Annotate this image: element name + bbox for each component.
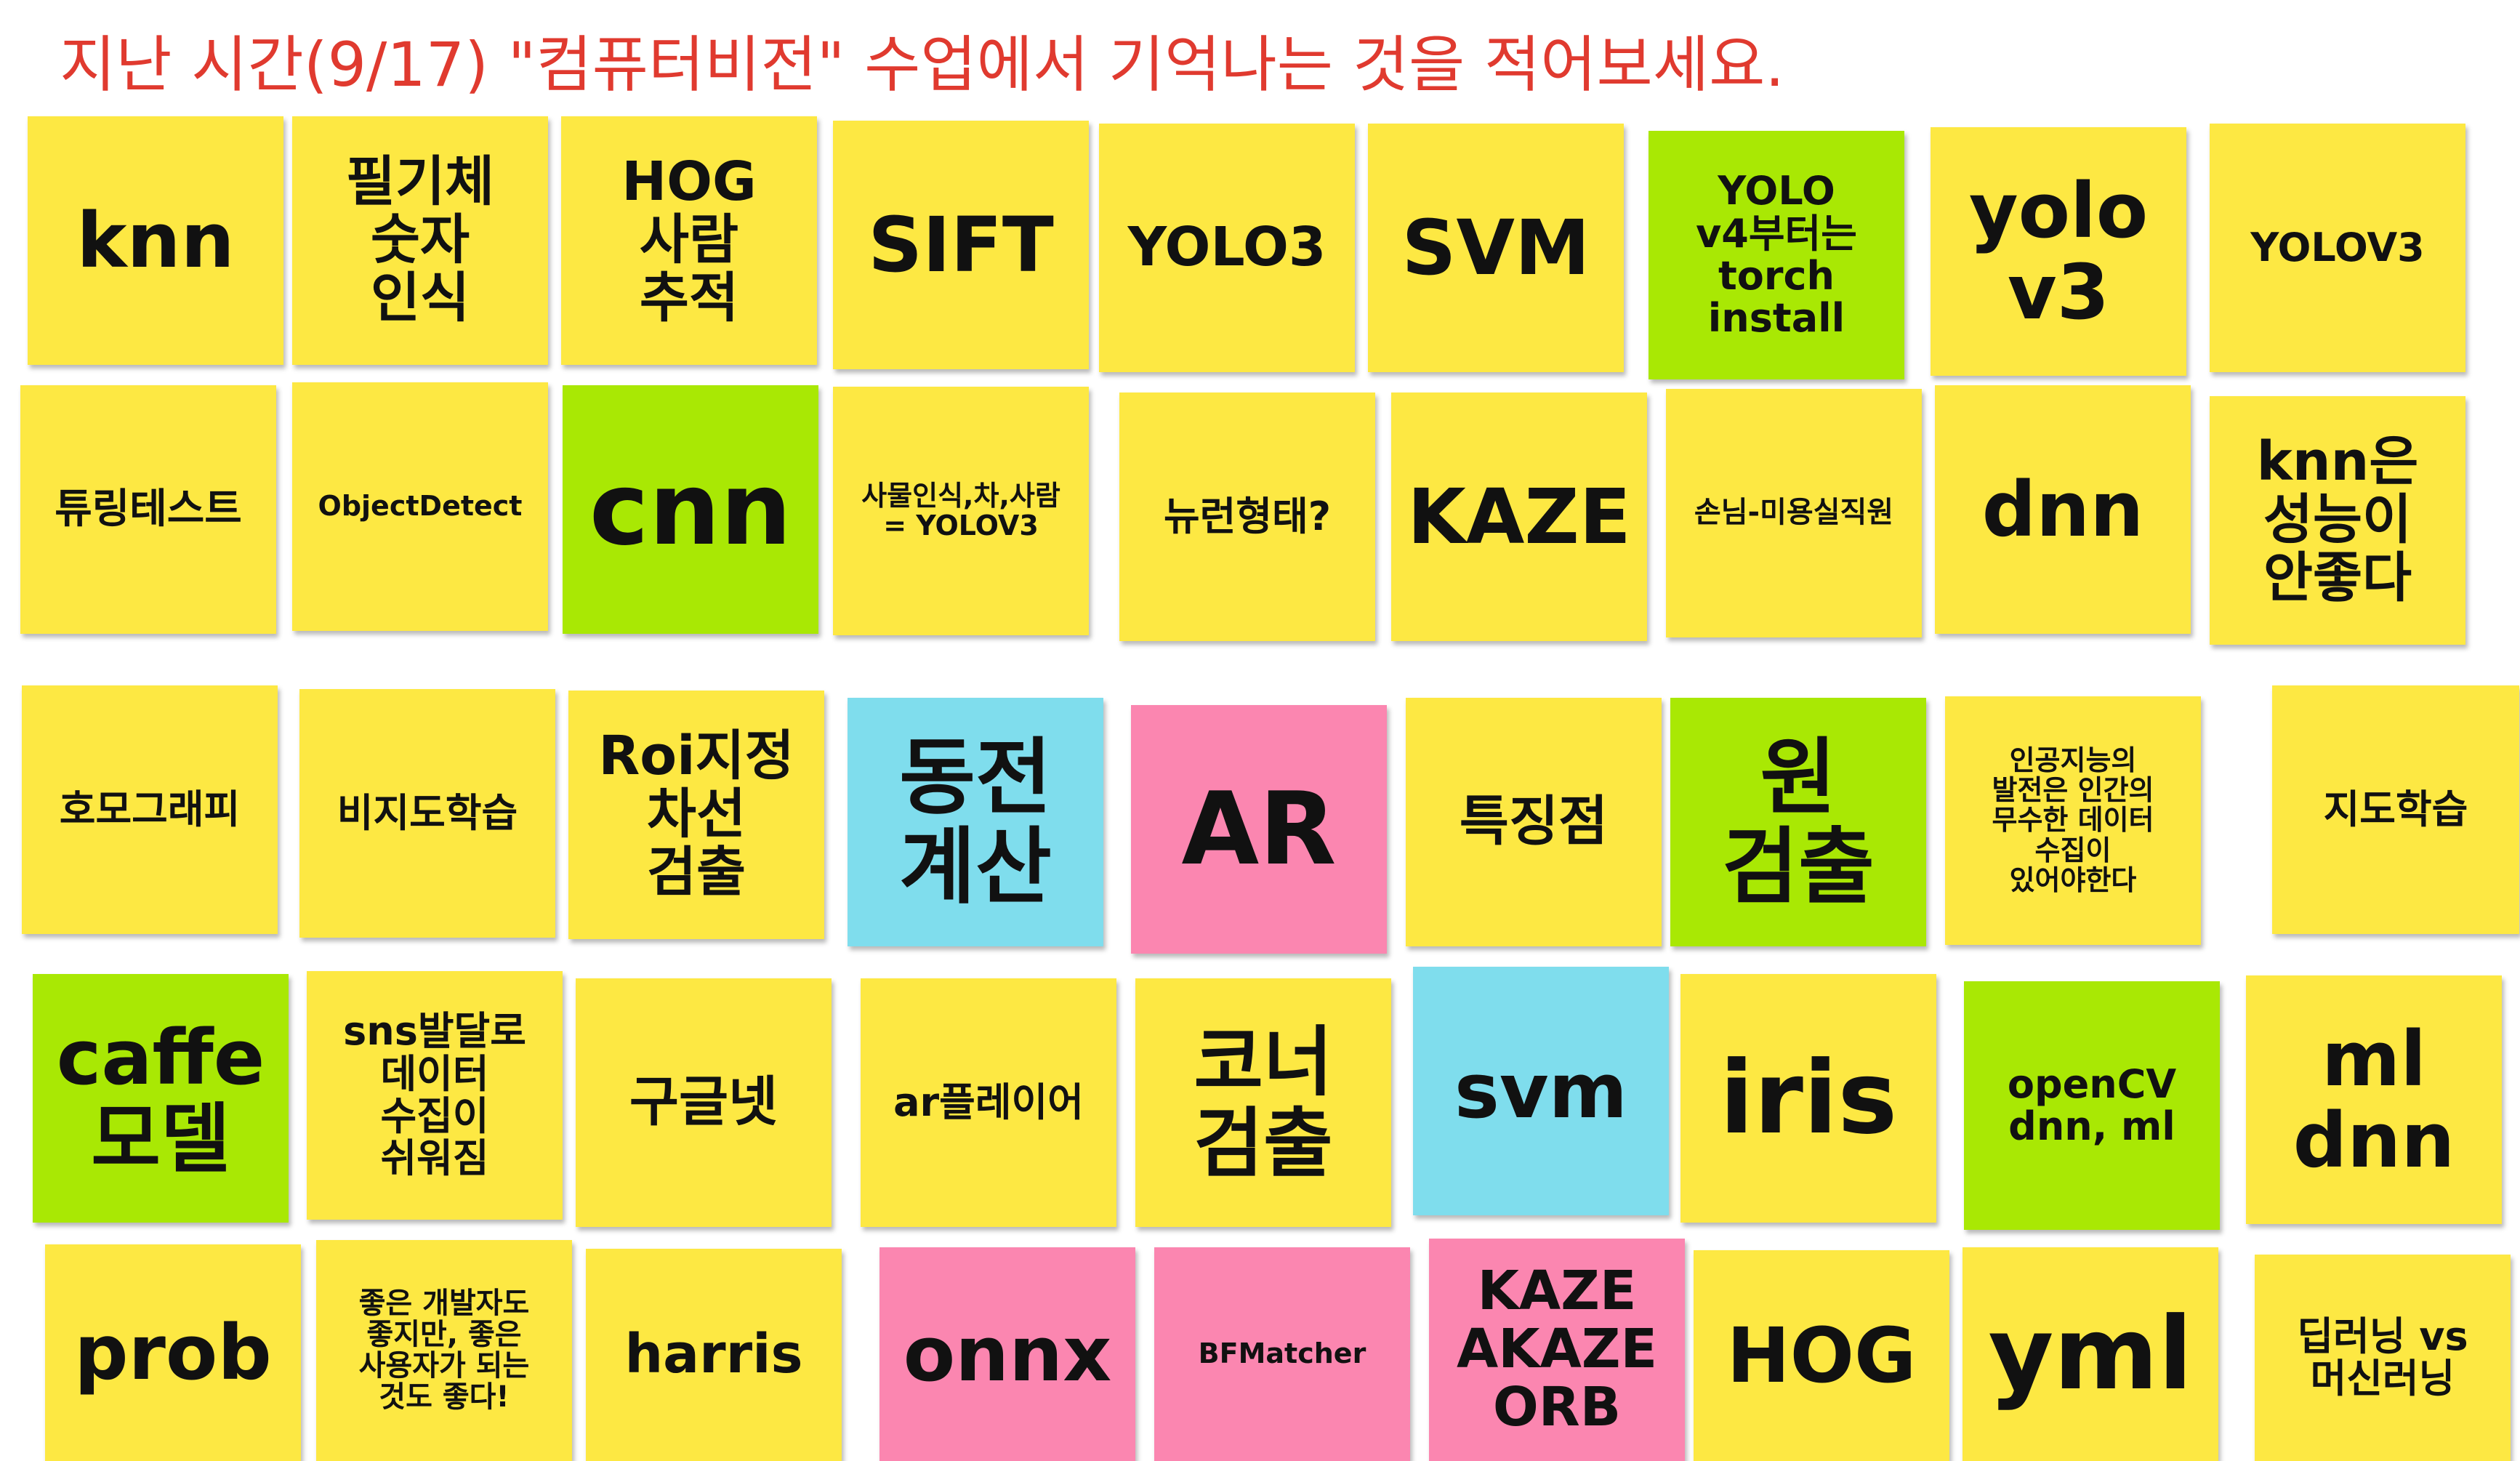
sticky-note: YOLO3	[1099, 124, 1355, 372]
page-title: 지난 시간(9/17) "컴퓨터비전" 수업에서 기억나는 것을 적어보세요.	[60, 29, 1785, 100]
sticky-note: yml	[1963, 1247, 2218, 1461]
sticky-note: 뉴런형태?	[1119, 393, 1375, 641]
sticky-note: HOG	[1694, 1250, 1949, 1461]
sticky-note: ar플레이어	[861, 978, 1116, 1227]
sticky-note: 사물인식,차,사람 = YOLOV3	[833, 387, 1089, 635]
sticky-note: iris	[1680, 974, 1936, 1223]
sticky-note: cnn	[563, 385, 818, 634]
sticky-note: yolo v3	[1931, 127, 2186, 376]
sticky-note: 지도학습	[2272, 685, 2519, 934]
sticky-note: YOLO v4부터는 torch install	[1649, 131, 1904, 379]
sticky-note: HOG 사람 추적	[561, 116, 817, 365]
sticky-note: sns발달로 데이터 수집이 쉬워짐	[307, 971, 563, 1220]
sticky-note: 특징점	[1406, 698, 1662, 946]
sticky-note: SIFT	[833, 121, 1089, 369]
sticky-note: SVM	[1368, 124, 1624, 372]
sticky-note: openCV dnn, ml	[1964, 981, 2220, 1230]
sticky-note: Roi지정 차선 검출	[568, 691, 824, 939]
sticky-note: 구글넷	[576, 978, 832, 1227]
sticky-note: svm	[1413, 967, 1669, 1215]
sticky-note: BFMatcher	[1154, 1247, 1410, 1461]
sticky-note: prob	[45, 1244, 301, 1461]
sticky-note: 튜링테스트	[20, 385, 276, 634]
sticky-note: 딥러닝 vs 머신러닝	[2255, 1255, 2511, 1461]
sticky-note: caffe 모델	[33, 974, 289, 1223]
sticky-note: knn은 성능이 안좋다	[2210, 396, 2465, 645]
sticky-note: 코너 검출	[1135, 978, 1391, 1227]
sticky-note: ObjectDetect	[292, 382, 548, 631]
sticky-note: 동전 계산	[848, 698, 1103, 946]
sticky-note: 비지도학습	[299, 689, 555, 938]
sticky-note: KAZE	[1391, 393, 1647, 641]
sticky-note: dnn	[1935, 385, 2191, 634]
sticky-note: KAZE AKAZE ORB	[1429, 1239, 1685, 1461]
sticky-note: YOLOV3	[2210, 124, 2465, 372]
sticky-note: 필기체 숫자 인식	[292, 116, 548, 365]
sticky-note: 좋은 개발자도 좋지만, 좋은 사용자가 되는 것도 좋다!	[316, 1240, 572, 1461]
sticky-note: 호모그래피	[22, 685, 278, 934]
sticky-note: 손님-미용실직원	[1666, 389, 1922, 637]
sticky-note: harris	[586, 1249, 842, 1461]
sticky-note: ml dnn	[2246, 975, 2502, 1224]
sticky-note: 원 검출	[1670, 698, 1926, 946]
sticky-note: AR	[1131, 705, 1387, 954]
sticky-note: onnx	[879, 1247, 1135, 1461]
sticky-note: knn	[28, 116, 283, 365]
sticky-note: 인공지능의 발전은 인간의 무수한 데이터 수집이 있어야한다	[1945, 696, 2201, 945]
